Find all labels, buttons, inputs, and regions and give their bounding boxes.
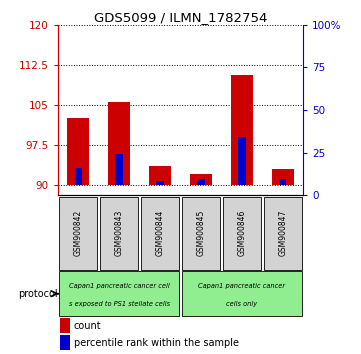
FancyBboxPatch shape: [182, 197, 220, 270]
Text: GSM900844: GSM900844: [156, 210, 165, 256]
Bar: [156, 181, 164, 184]
Bar: [149, 166, 171, 184]
Text: GSM900842: GSM900842: [74, 210, 83, 256]
Text: Capan1 pancreatic cancer: Capan1 pancreatic cancer: [198, 283, 286, 290]
FancyBboxPatch shape: [100, 197, 138, 270]
Text: GSM900845: GSM900845: [196, 210, 205, 256]
Bar: [197, 179, 205, 184]
Bar: [74, 167, 82, 184]
Text: GSM900846: GSM900846: [238, 210, 246, 256]
Bar: [231, 75, 253, 184]
Title: GDS5099 / ILMN_1782754: GDS5099 / ILMN_1782754: [94, 11, 267, 24]
Bar: [279, 179, 287, 184]
FancyBboxPatch shape: [223, 197, 261, 270]
Bar: [60, 335, 70, 350]
Bar: [190, 174, 212, 184]
Bar: [60, 318, 70, 333]
Text: percentile rank within the sample: percentile rank within the sample: [74, 338, 239, 348]
Text: Capan1 pancreatic cancer cell: Capan1 pancreatic cancer cell: [69, 283, 170, 290]
Text: GSM900843: GSM900843: [115, 210, 123, 256]
Bar: [108, 102, 130, 184]
FancyBboxPatch shape: [264, 197, 302, 270]
Bar: [67, 118, 90, 184]
Bar: [116, 154, 123, 184]
Text: GSM900847: GSM900847: [278, 210, 287, 256]
FancyBboxPatch shape: [59, 197, 97, 270]
FancyBboxPatch shape: [59, 272, 179, 316]
Text: cells only: cells only: [226, 301, 257, 307]
FancyBboxPatch shape: [182, 272, 302, 316]
Text: protocol: protocol: [18, 289, 58, 299]
FancyBboxPatch shape: [141, 197, 179, 270]
Text: s exposed to PS1 stellate cells: s exposed to PS1 stellate cells: [69, 301, 170, 307]
Bar: [238, 137, 245, 184]
Text: count: count: [74, 321, 101, 331]
Bar: [271, 169, 294, 184]
